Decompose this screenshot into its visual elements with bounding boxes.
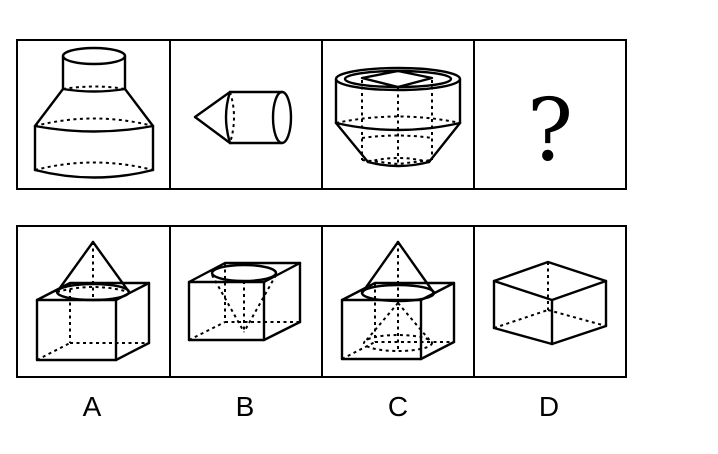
option-label-c[interactable]: C [388, 391, 408, 422]
option-label-a[interactable]: A [83, 391, 102, 422]
option-b-figure[interactable] [187, 261, 302, 342]
option-d-figure[interactable] [492, 260, 608, 346]
question-mark: ? [527, 81, 573, 181]
option-label-b[interactable]: B [236, 391, 255, 422]
question-row [16, 39, 627, 190]
cylinder-with-square-prism-icon [334, 66, 462, 168]
cylinder-frustum-stack-icon [33, 46, 155, 179]
options-row [16, 225, 627, 378]
cone-cylinder-horizontal-icon [193, 90, 293, 145]
option-label-d[interactable]: D [539, 391, 559, 422]
option-a-figure[interactable] [35, 240, 151, 362]
option-c-figure[interactable] [340, 240, 456, 361]
